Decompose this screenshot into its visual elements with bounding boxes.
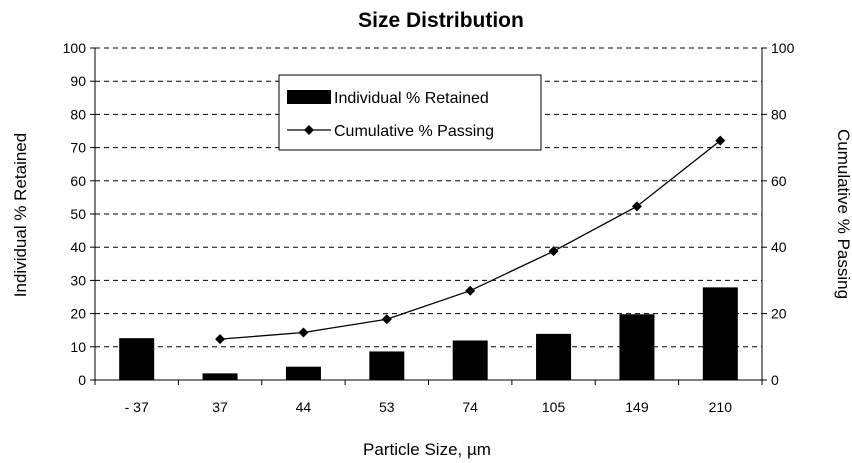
y-tick-label-left: 0 <box>78 372 86 388</box>
bar <box>119 338 155 380</box>
cumulative-point <box>465 285 476 296</box>
y-tick-label-left: 20 <box>70 306 86 322</box>
y-tick-label-left: 10 <box>70 339 86 355</box>
cumulative-point <box>548 246 559 257</box>
y-tick-label-right: 20 <box>771 306 787 322</box>
bar <box>369 351 405 380</box>
axes-group <box>90 47 767 385</box>
cumulative-point <box>715 135 726 146</box>
legend-label-bar: Individual % Retained <box>334 90 489 107</box>
cumulative-point <box>215 334 226 345</box>
chart-title: Size Distribution <box>358 9 524 32</box>
cumulative-point <box>298 327 309 338</box>
x-tick-label: 53 <box>379 399 395 415</box>
x-tick-label: - 37 <box>125 399 149 415</box>
y-tick-label-left: 50 <box>70 206 86 222</box>
x-tick-label: 149 <box>625 399 649 415</box>
y-tick-label-left: 40 <box>70 239 86 255</box>
x-axis-label: Particle Size, µm <box>363 440 491 459</box>
y-tick-label-right: 40 <box>771 239 787 255</box>
x-tick-label: 210 <box>709 399 733 415</box>
y-tick-label-right: 0 <box>771 372 779 388</box>
cumulative-point <box>631 201 642 212</box>
x-tick-label: 74 <box>462 399 478 415</box>
x-tick-label: 37 <box>212 399 228 415</box>
bars-group <box>119 287 738 380</box>
y-tick-label-left: 60 <box>70 173 86 189</box>
y-tick-label-right: 80 <box>771 106 787 122</box>
cumulative-line-group <box>215 135 726 345</box>
tick-labels-group: 0 10 20 30 40 50 60 70 80 90 100 0 20 40 60 80 100 - 37 37… <box>63 40 795 415</box>
bar <box>202 373 238 380</box>
x-tick-label: 105 <box>542 399 566 415</box>
y-tick-label-left: 80 <box>70 106 86 122</box>
y-axis-label-left: Individual % Retained <box>11 133 30 297</box>
y-axis-label-right: Cumulative % Passing <box>834 129 852 299</box>
bar <box>702 287 738 380</box>
bar <box>452 340 488 380</box>
legend: Individual % Retained Cumulative % Passin… <box>278 74 542 151</box>
cumulative-point <box>381 314 392 325</box>
y-tick-label-left: 90 <box>70 73 86 89</box>
legend-box <box>278 74 542 151</box>
legend-label-line: Cumulative % Passing <box>334 123 494 140</box>
y-tick-label-right: 100 <box>771 40 795 56</box>
y-tick-label-left: 30 <box>70 272 86 288</box>
x-tick-label: 44 <box>296 399 312 415</box>
y-tick-label-left: 70 <box>70 140 86 156</box>
legend-swatch-marker <box>304 125 314 135</box>
y-tick-label-left: 100 <box>63 40 87 56</box>
bar <box>536 333 572 380</box>
y-tick-label-right: 60 <box>771 173 787 189</box>
bar <box>285 366 321 380</box>
cumulative-line <box>220 140 721 340</box>
bar <box>619 314 655 380</box>
legend-swatch-bar <box>287 90 331 104</box>
